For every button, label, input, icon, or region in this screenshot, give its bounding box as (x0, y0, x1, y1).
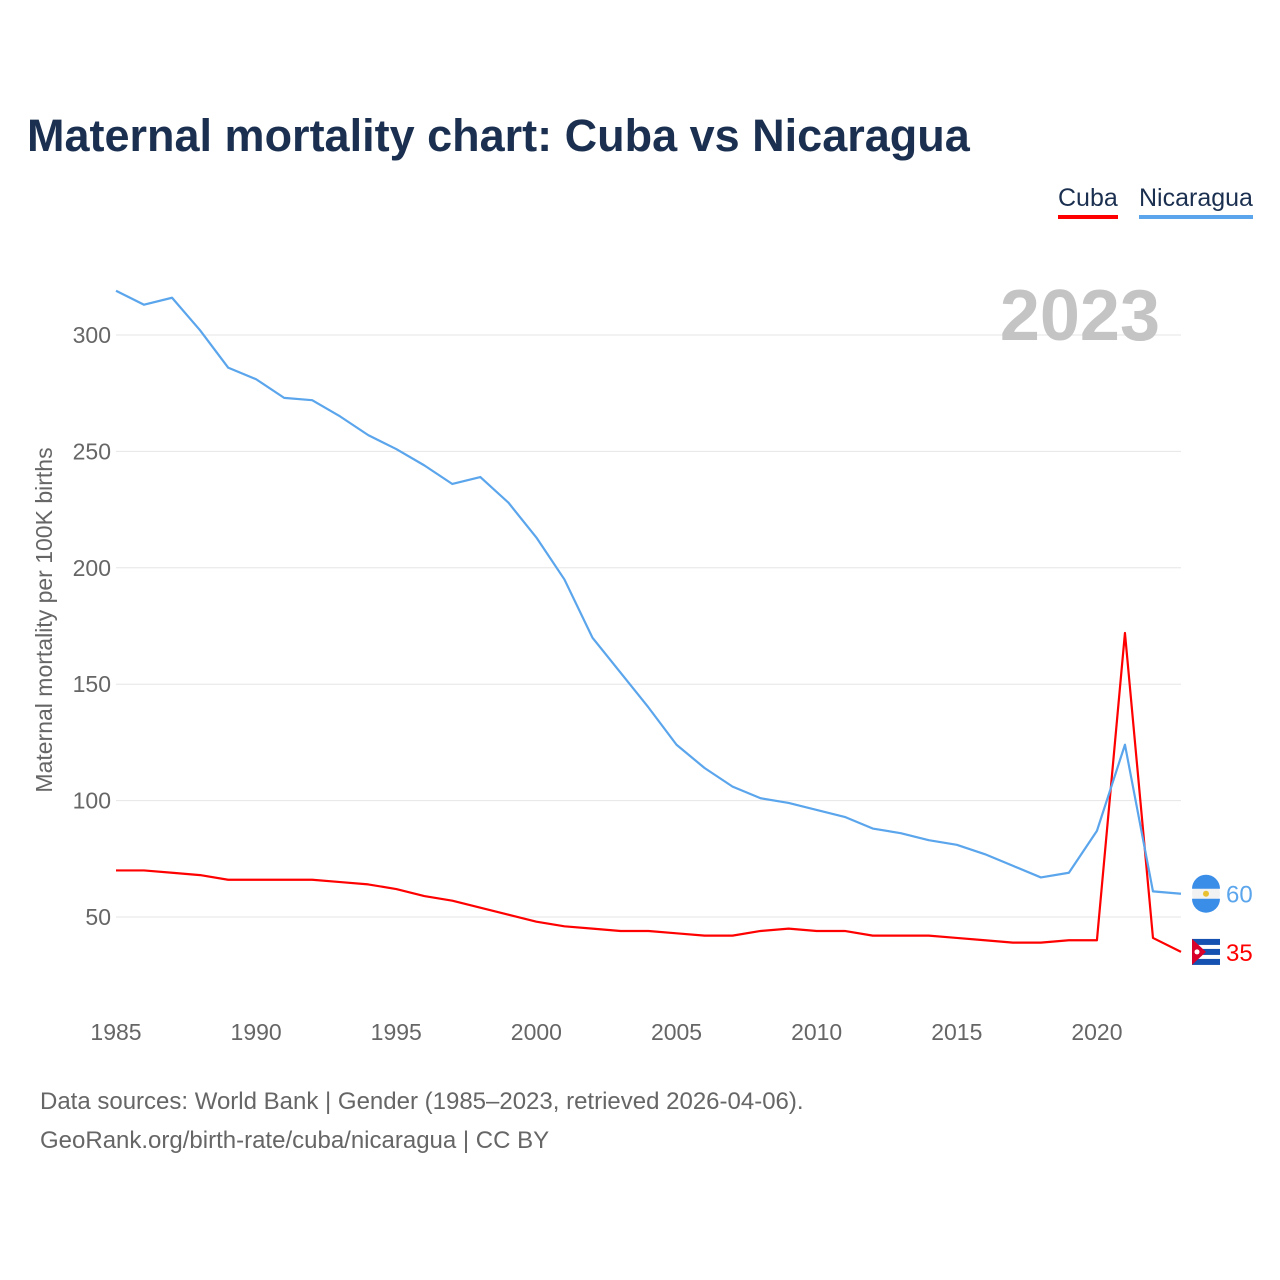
flag-stripe (1192, 958, 1220, 965)
x-tick-label: 2005 (651, 1019, 702, 1045)
flag-stripe (1192, 874, 1220, 889)
y-tick-label: 300 (73, 322, 111, 348)
x-tick-label: 2000 (511, 1019, 562, 1045)
footer-sources: Data sources: World Bank | Gender (1985–… (40, 1088, 804, 1115)
flag-star (1194, 949, 1200, 955)
x-tick-label: 1990 (231, 1019, 282, 1045)
x-tick-label: 2010 (791, 1019, 842, 1045)
year-watermark: 2023 (1000, 276, 1160, 356)
chart-title: Maternal mortality chart: Cuba vs Nicara… (27, 110, 970, 161)
legend-item-nicaragua[interactable]: Nicaragua (1139, 184, 1253, 219)
x-tick-label: 2020 (1071, 1019, 1122, 1045)
cuba-flag-icon (1192, 937, 1220, 966)
y-tick-label: 100 (73, 788, 111, 814)
x-tick-label: 1995 (371, 1019, 422, 1045)
flag-stripe (1192, 898, 1220, 913)
y-tick-label: 150 (73, 671, 111, 697)
series-line-cuba (116, 631, 1182, 953)
flag-stripe (1192, 938, 1220, 945)
end-value-label-nicaragua: 60 (1226, 882, 1253, 909)
nicaragua-flag-icon (1192, 874, 1220, 913)
legend-item-cuba[interactable]: Cuba (1058, 184, 1118, 219)
x-tick-label: 2015 (931, 1019, 982, 1045)
end-value-label-cuba: 35 (1226, 940, 1253, 967)
flag-emblem (1203, 890, 1209, 897)
y-tick-label: 250 (73, 438, 111, 464)
y-axis-label: Maternal mortality per 100K births (31, 447, 57, 792)
y-tick-label: 200 (73, 555, 111, 581)
y-tick-label: 50 (85, 904, 111, 930)
series-line-nicaragua (115, 289, 1182, 895)
footer-attribution: GeoRank.org/birth-rate/cuba/nicaragua | … (40, 1127, 550, 1154)
x-tick-label: 1985 (90, 1019, 141, 1045)
